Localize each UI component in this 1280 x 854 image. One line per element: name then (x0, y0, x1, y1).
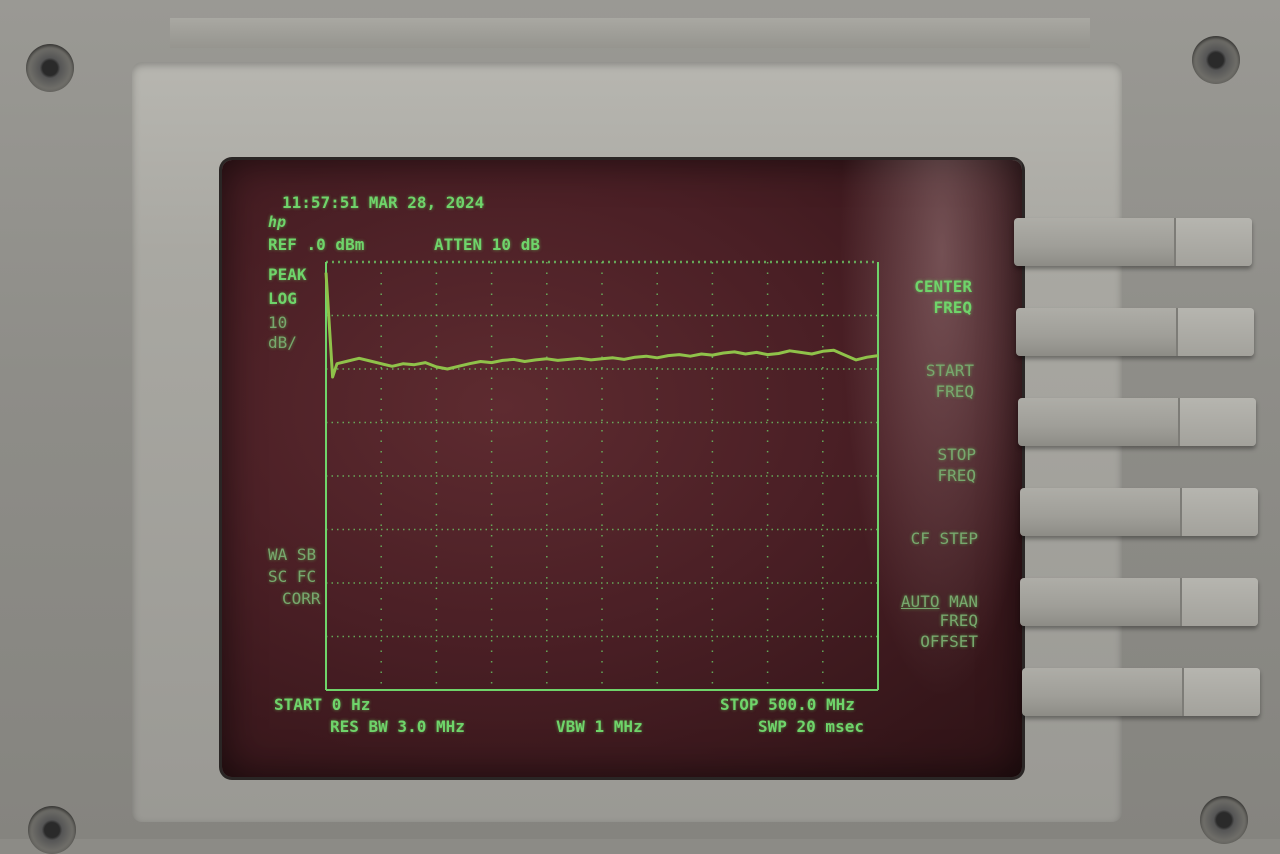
status-flags-2: SC FC (268, 567, 317, 586)
stop-frequency: STOP 500.0 MHz (720, 695, 855, 714)
crt-screen: 11:57:51 MAR 28, 2024 hp REF .0 dBm ATTE… (222, 160, 1022, 777)
video-bandwidth: VBW 1 MHz (556, 717, 643, 736)
softkey-stop-freq-button[interactable] (1018, 398, 1256, 446)
cf-step-man: MAN (949, 592, 978, 611)
scale-type: LOG (268, 289, 297, 308)
softkey-freq-offset-button[interactable] (1020, 578, 1258, 626)
softkey-label-cf-step: CF STEP AUTO MAN (900, 529, 978, 611)
cf-step-auto-selected: AUTO (900, 592, 940, 611)
softkey-center-freq-button[interactable] (1014, 218, 1252, 266)
softkey-label-stop-freq: STOP FREQ (937, 445, 976, 485)
resolution-bandwidth: RES BW 3.0 MHz (330, 717, 465, 736)
scale-per-div-value: 10 (268, 313, 288, 332)
softkey-label-freq-offset: FREQ OFFSET (920, 611, 978, 651)
bezel-top-ridge (170, 18, 1090, 48)
softkey-label-center-freq: CENTER FREQ (914, 277, 972, 317)
reference-level: REF .0 dBm (268, 235, 365, 254)
spectrum-trace (324, 272, 879, 379)
softkey-cf-step-button[interactable] (1020, 488, 1258, 536)
detector-mode: PEAK (268, 265, 307, 284)
spectrum-graticule (324, 260, 879, 691)
attenuation: ATTEN 10 dB (434, 235, 540, 254)
graticule-lines (325, 260, 879, 691)
hp-logo: hp (268, 213, 287, 231)
scale-per-div-unit: dB/ (268, 333, 297, 352)
screw-top-left-icon (26, 44, 74, 92)
sweep-time: SWP 20 msec (758, 717, 864, 736)
softkey-label-start-freq: START FREQ (925, 361, 974, 401)
screw-top-right-icon (1192, 36, 1240, 84)
status-flags-1: WA SB (268, 545, 317, 564)
status-flags-3: CORR (282, 589, 321, 608)
screw-bottom-left-icon (28, 806, 76, 854)
softkey-unlabeled-button[interactable] (1022, 668, 1260, 716)
softkey-start-freq-button[interactable] (1016, 308, 1254, 356)
screw-bottom-right-icon (1200, 796, 1248, 844)
start-frequency: START 0 Hz (274, 695, 371, 714)
timestamp: 11:57:51 MAR 28, 2024 (282, 193, 485, 212)
